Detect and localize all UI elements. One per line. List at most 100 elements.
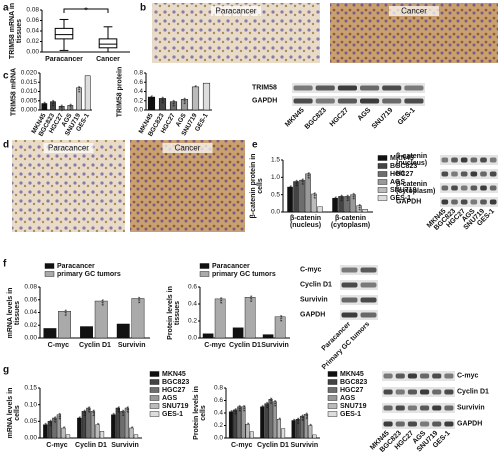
legend-label: MKN45 [340, 371, 364, 378]
blot-band [337, 98, 357, 104]
significance: * [310, 423, 316, 426]
legend-swatch [149, 371, 160, 377]
y-tick-label: 0.08 [26, 7, 39, 14]
significance: *** [162, 96, 168, 104]
bar [202, 82, 211, 111]
bar [312, 434, 317, 439]
bar [311, 193, 317, 213]
blot-band [489, 199, 497, 205]
bar [244, 297, 256, 339]
bar [147, 96, 156, 111]
legend-swatch [327, 371, 338, 377]
significance: *** [44, 101, 50, 109]
blot-band [480, 185, 487, 191]
blot-band [407, 389, 417, 395]
bar [52, 417, 57, 439]
x-tick-label: Survivin [111, 442, 139, 449]
significance: *** [221, 296, 227, 304]
y-axis-label: mRNA levels in cells [7, 387, 21, 439]
blot-band [360, 85, 380, 91]
y-tick-label: 0.8 [134, 70, 143, 77]
blot-band [395, 421, 405, 427]
y-tick-label: 0.0 [188, 335, 197, 342]
blot-band [382, 98, 402, 104]
bar [249, 431, 254, 439]
blot-band [360, 312, 377, 318]
blot-band [480, 157, 487, 163]
y-tick-label: 0.06 [26, 17, 39, 24]
y-tick-label: 0.0 [271, 209, 280, 216]
significance: *** [61, 104, 67, 112]
blot-band [360, 297, 377, 303]
bar [232, 327, 244, 339]
blot-band [432, 389, 442, 395]
y-tick-label: 0.015 [21, 79, 38, 86]
legend-label: SNU719 [340, 403, 367, 410]
legend-swatch [327, 411, 338, 417]
y-tick-label: 0.15 [24, 385, 37, 392]
x-tick-label: β-catenin (cytoplasm) [330, 215, 371, 229]
bar [274, 316, 286, 339]
blot-band [315, 98, 335, 104]
legend-swatch [44, 263, 55, 269]
bar [67, 105, 74, 111]
x-tick-label: Cyclin D1 [79, 342, 111, 349]
blot-lane-label: SNU719 [371, 107, 395, 131]
significance: *** [335, 195, 341, 203]
blot-band [451, 171, 458, 177]
bar [129, 427, 134, 439]
y-tick-label: 0.8 [214, 385, 223, 392]
significance: *** [65, 309, 71, 317]
blot-band [337, 85, 357, 91]
significance-bracket [63, 8, 109, 13]
blot-row-label: Survivin [300, 296, 328, 304]
blot-strip [340, 280, 378, 290]
x-tick-label: Cyclin D1 [75, 442, 107, 449]
y-tick-label: 0.04 [24, 309, 37, 316]
blot-band [444, 405, 454, 411]
blot-band [360, 98, 380, 104]
x-tick-label: C-myc [48, 342, 70, 349]
blot-strip [292, 83, 425, 93]
y-axis-label: mRNA levels in tissues [7, 287, 21, 338]
y-tick-label: 0.020 [21, 70, 38, 77]
legend-label: SNU719 [390, 187, 417, 194]
blot-row-label: GAPDH [457, 420, 483, 428]
bar [50, 101, 56, 111]
bar [58, 106, 65, 111]
blot-band [460, 157, 468, 163]
y-tick-label: 0.00 [24, 335, 37, 342]
bar [133, 434, 139, 439]
legend-swatch [377, 171, 388, 177]
bar [332, 197, 338, 213]
blot-band [341, 297, 358, 303]
significance: *** [151, 94, 157, 102]
blot-band [395, 373, 405, 379]
bar [344, 196, 350, 213]
blot-strip [292, 96, 425, 106]
y-tick-label: 0.010 [21, 88, 38, 95]
y-tick-label: 0.5 [271, 191, 280, 198]
blot-strip [382, 403, 455, 413]
y-tick-label: 0.0 [134, 107, 143, 114]
y-axis-label: β-catenin protein in cells [250, 153, 264, 219]
bar [43, 424, 48, 439]
legend-swatch [149, 379, 160, 385]
significance: *** [173, 99, 179, 107]
bar [262, 334, 274, 339]
blot-band [404, 85, 424, 91]
significance: *** [127, 405, 133, 413]
y-tick-label: 0.02 [26, 38, 39, 45]
y-tick-label: 0.2 [134, 97, 143, 104]
significance: *** [353, 192, 359, 200]
blot-row-label: β-catenin (cytoplasm) [396, 181, 436, 195]
bar [350, 194, 356, 213]
image-label: Paracancer [48, 144, 89, 153]
blot-lane-label: BGC823 [304, 107, 328, 131]
bar [308, 425, 313, 439]
image-label-bg [162, 143, 213, 153]
y-axis-label: TRIM58 mRNA in tissues [9, 2, 23, 60]
blot-strip [340, 265, 378, 275]
blot-band [460, 199, 468, 205]
